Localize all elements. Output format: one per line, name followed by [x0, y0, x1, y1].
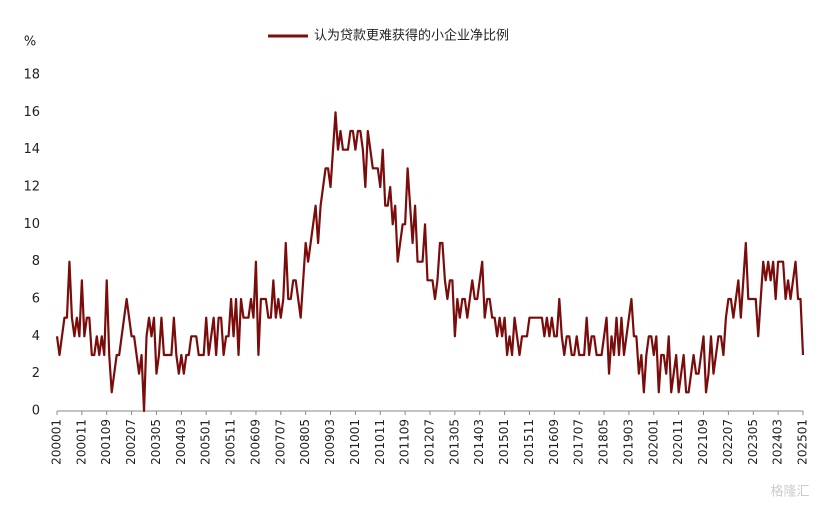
x-tick-label: 202001	[646, 419, 660, 465]
y-tick-label: 6	[32, 292, 40, 307]
y-tick-label: 10	[23, 217, 40, 232]
x-tick-label: 200001	[50, 419, 64, 465]
x-tick-label: 202109	[696, 419, 710, 465]
y-tick-label: 2	[32, 366, 40, 381]
x-tick-label: 201707	[572, 419, 586, 465]
x-tick-label: 201011	[373, 419, 387, 465]
x-tick-label: 200903	[323, 419, 337, 465]
y-axis-unit: %	[24, 35, 36, 50]
series-line	[55, 111, 805, 413]
watermark: 格隆汇	[770, 484, 809, 500]
x-tick-label: 201207	[423, 419, 437, 465]
y-tick-label: 8	[32, 254, 40, 269]
y-tick-label: 12	[23, 180, 40, 195]
x-tick-label: 201109	[398, 419, 412, 465]
x-tick-label: 201501	[497, 419, 511, 465]
y-tick-label: 4	[32, 329, 40, 344]
x-tick-label: 202501	[796, 419, 810, 465]
x-tick-label: 202207	[721, 419, 735, 465]
x-tick-label: 200207	[124, 419, 138, 465]
x-tick-label: 200403	[174, 419, 188, 465]
x-tick-label: 202011	[671, 419, 685, 465]
x-tick-label: 200501	[199, 419, 213, 465]
x-tick-label: 200011	[74, 419, 88, 465]
x-tick-label: 200805	[298, 419, 312, 465]
x-tick-label: 201609	[547, 419, 561, 465]
x-tick-label: 201305	[447, 419, 461, 465]
x-tick-label: 201511	[522, 419, 536, 465]
x-tick-label: 200109	[99, 419, 113, 465]
x-tick-label: 200305	[149, 419, 163, 465]
y-tick-label: 18	[23, 68, 40, 83]
x-tick-label: 201403	[472, 419, 486, 465]
x-tick-label: 201001	[348, 419, 362, 465]
x-tick-label: 201903	[621, 419, 635, 465]
x-tick-label: 201805	[597, 419, 611, 465]
y-tick-label: 0	[32, 404, 40, 419]
x-tick-label: 200511	[224, 419, 238, 465]
x-tick-label: 200707	[273, 419, 287, 465]
y-tick-label: 14	[23, 142, 40, 157]
x-tick-label: 202305	[746, 419, 760, 465]
y-tick-label: 16	[23, 105, 40, 120]
legend-label: 认为贷款更难获得的小企业净比例	[314, 28, 509, 44]
x-tick-label: 200609	[248, 419, 262, 465]
x-tick-label: 202403	[771, 419, 785, 465]
